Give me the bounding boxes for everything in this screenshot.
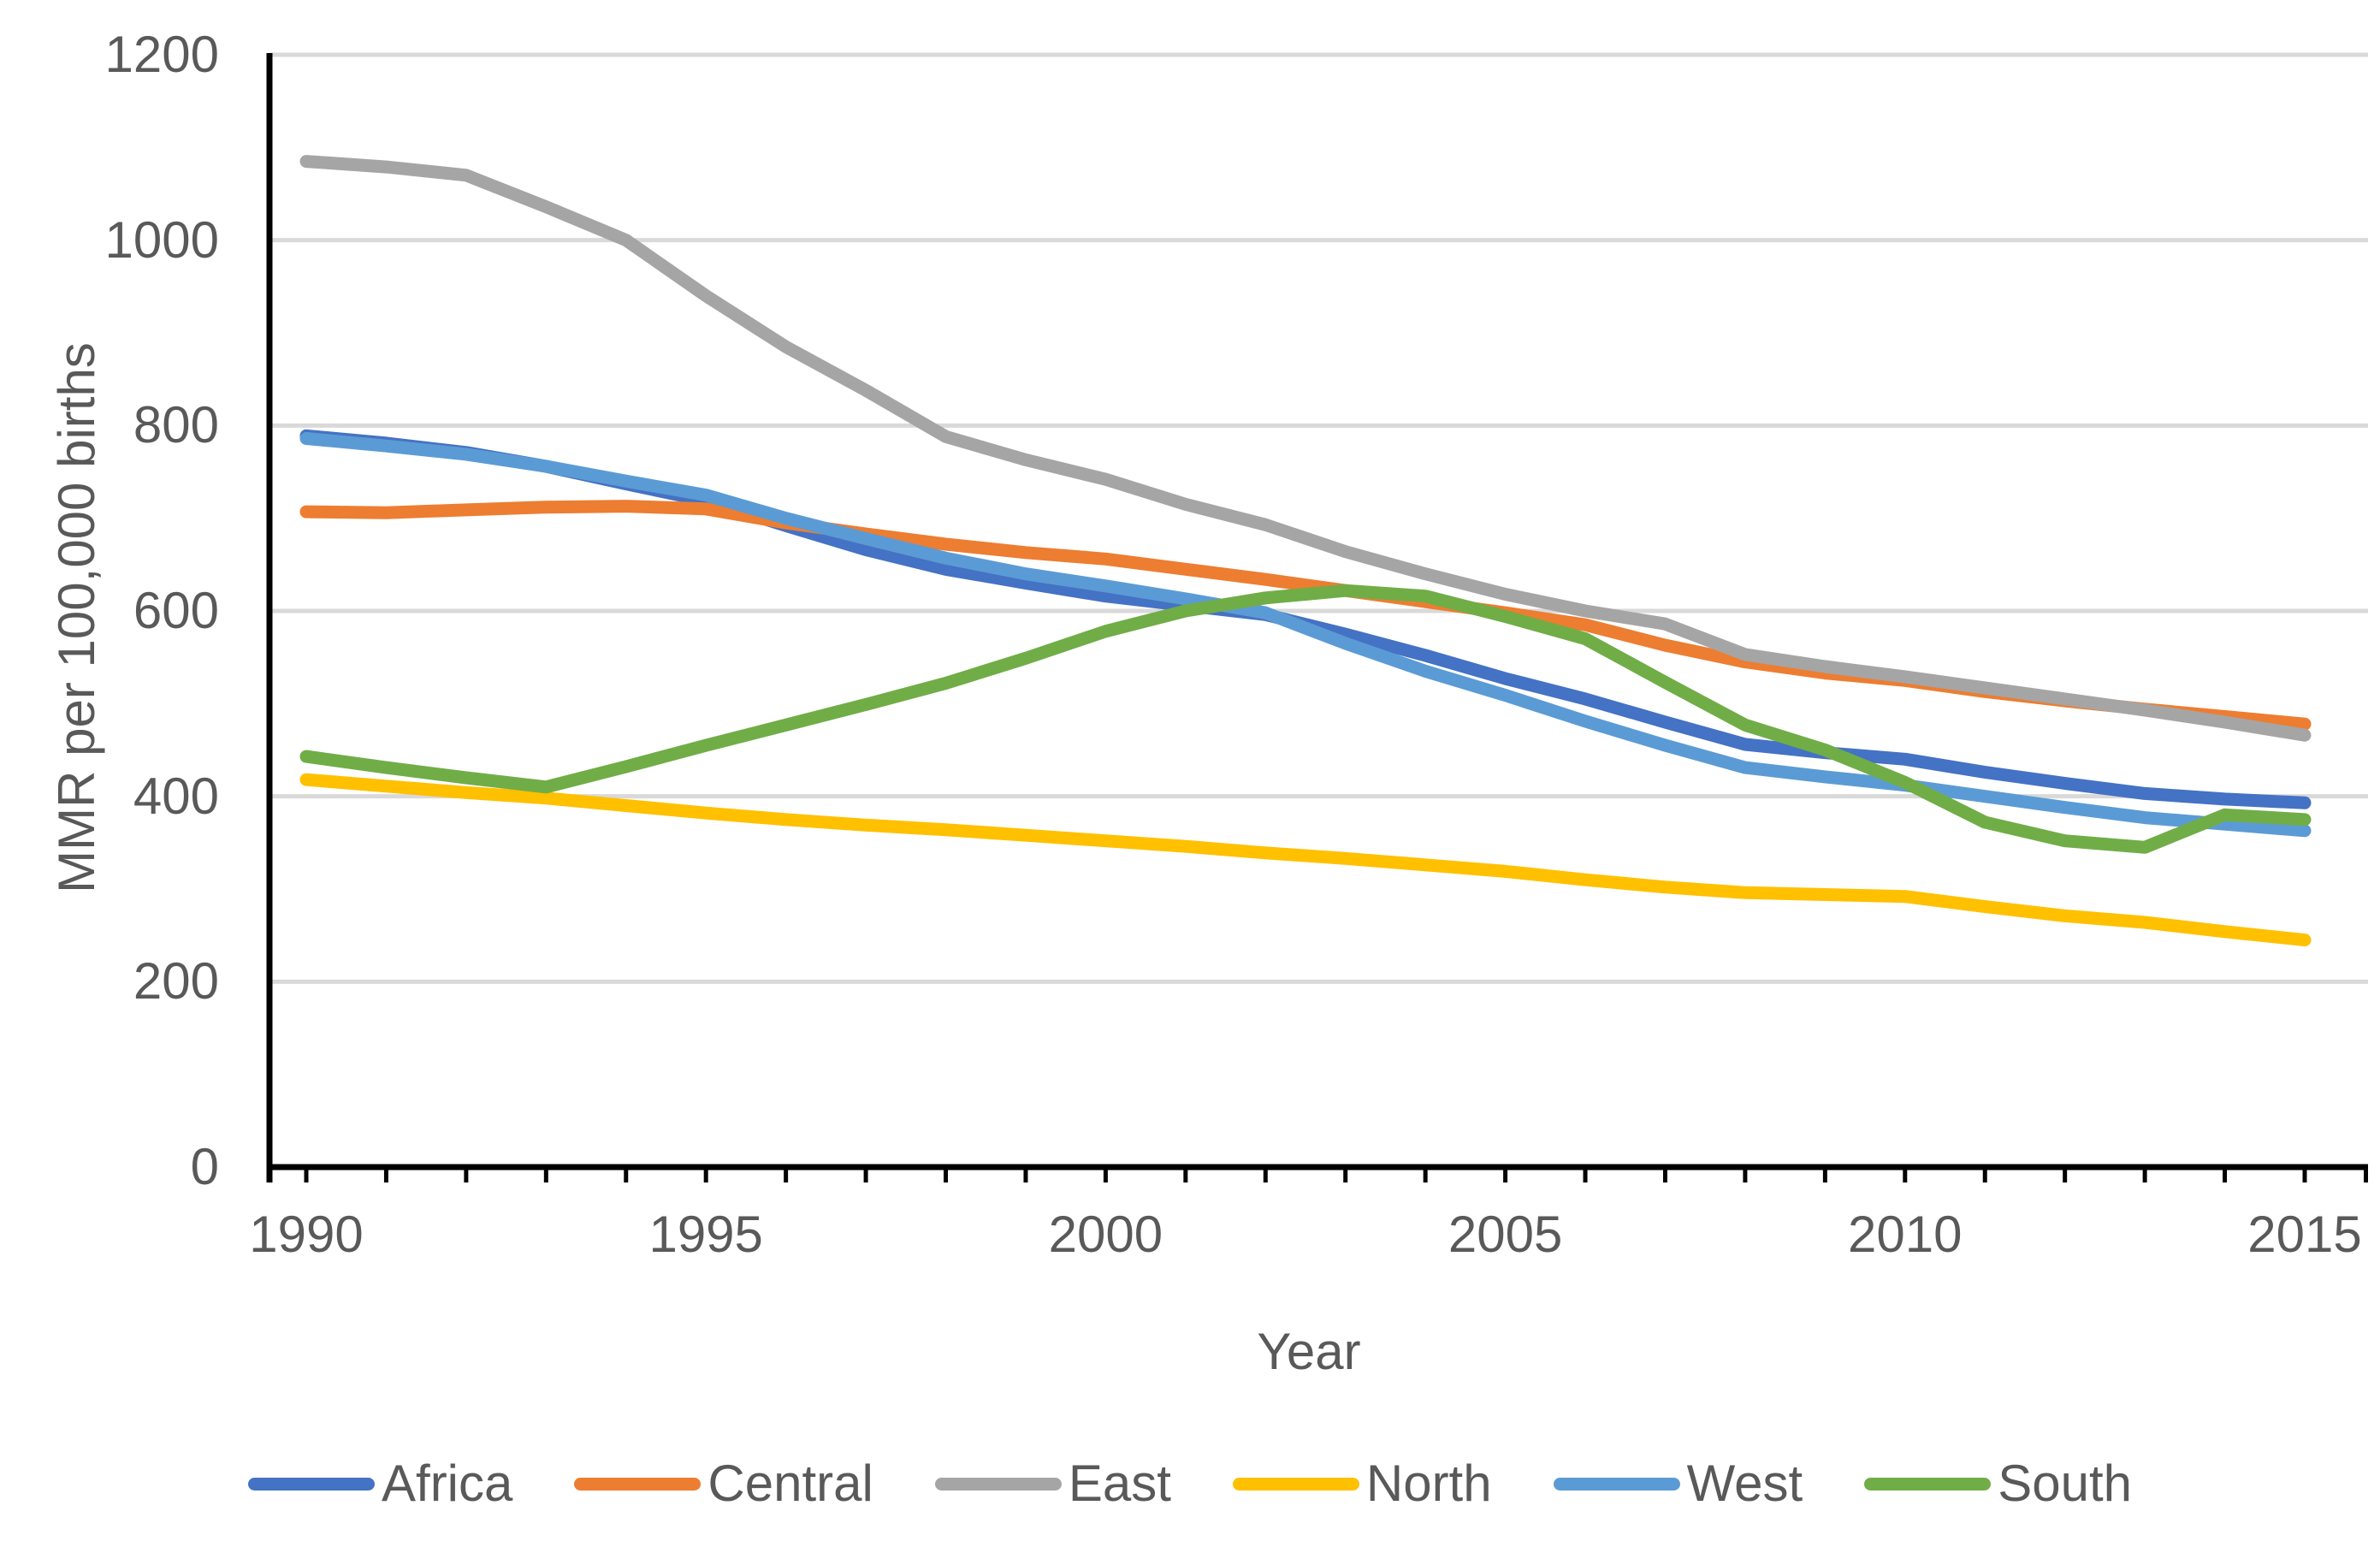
x-tick-label-2005: 2005 <box>1448 1206 1563 1263</box>
legend-item-east: East <box>934 1455 1171 1512</box>
x-tick-label-2010: 2010 <box>1848 1206 1963 1263</box>
chart-legend: Africa Central East North West South <box>0 1449 2380 1518</box>
legend-swatch-central-icon <box>574 1477 702 1491</box>
y-tick-label-400: 400 <box>133 767 219 825</box>
legend-swatch-north-icon <box>1232 1477 1359 1491</box>
legend-label-africa: Africa <box>382 1455 513 1512</box>
series-line-north <box>299 773 2312 947</box>
legend-label-east: East <box>1068 1455 1171 1512</box>
legend-item-west: West <box>1553 1455 1803 1512</box>
y-tick-label-1200: 1200 <box>104 26 219 83</box>
legend-swatch-east-icon <box>934 1477 1062 1491</box>
series-line-south <box>299 584 2312 854</box>
legend-label-north: North <box>1365 1455 1492 1512</box>
y-tick-label-600: 600 <box>133 582 219 639</box>
y-tick-label-200: 200 <box>133 952 219 1011</box>
y-tick-label-800: 800 <box>133 396 219 454</box>
series-line-africa <box>299 429 2312 809</box>
y-tick-label-1000: 1000 <box>104 210 219 269</box>
x-axis-title: Year <box>1257 1323 1361 1380</box>
legend-label-central: Central <box>707 1455 873 1512</box>
legend-swatch-south-icon <box>1864 1477 1992 1491</box>
y-tick-label-0: 0 <box>190 1138 219 1195</box>
x-tick-label-2000: 2000 <box>1048 1206 1163 1263</box>
series-line-east <box>299 155 2312 742</box>
series-line-west <box>299 432 2312 838</box>
legend-item-south: South <box>1864 1458 2132 1509</box>
legend-item-central: Central <box>574 1458 873 1509</box>
legend-swatch-west-icon <box>1553 1477 1680 1491</box>
legend-label-west: West <box>1686 1455 1803 1512</box>
legend-item-north: North <box>1232 1455 1492 1512</box>
legend-swatch-africa-icon <box>248 1477 376 1491</box>
x-tick-label-1995: 1995 <box>648 1206 763 1263</box>
x-tick-label-1990: 1990 <box>249 1206 364 1263</box>
x-tick-label-2015: 2015 <box>2247 1206 2362 1263</box>
legend-item-africa: Africa <box>248 1458 512 1509</box>
legend-label-south: South <box>1998 1455 2132 1512</box>
